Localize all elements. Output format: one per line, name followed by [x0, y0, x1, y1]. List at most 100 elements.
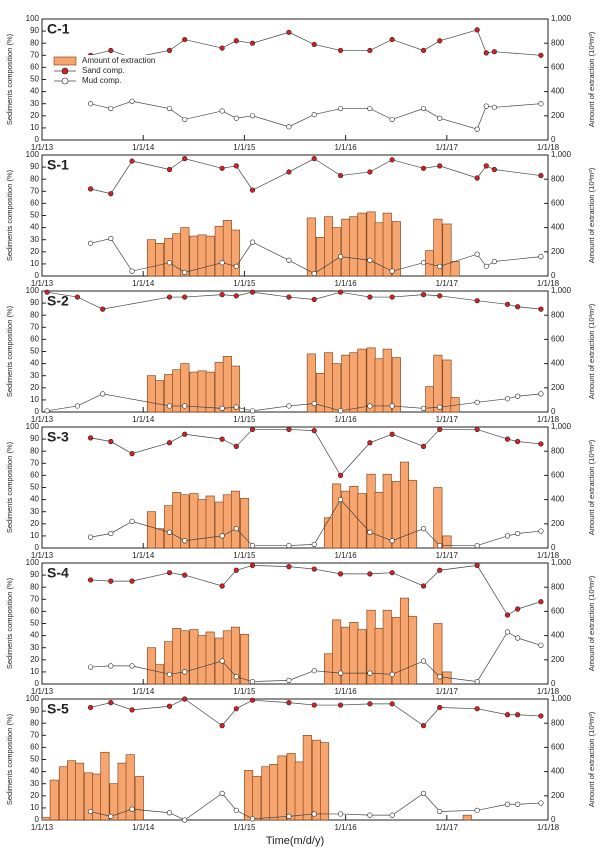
y-tick-label: 100	[26, 694, 40, 703]
y2-tick-label: 1,000	[551, 150, 572, 159]
mud-point	[437, 263, 443, 269]
y2-tick-label: 600	[551, 335, 565, 344]
y-tick-label: 30	[30, 643, 39, 652]
bar	[341, 354, 351, 413]
bar	[442, 535, 452, 549]
y2-tick-label: 1,000	[551, 694, 572, 703]
sand-point	[337, 472, 344, 479]
mud-point	[249, 113, 256, 119]
x-tick-label: 1/1/16	[334, 143, 357, 152]
x-tick-label: 1/1/18	[537, 551, 560, 560]
mud-point	[437, 404, 443, 410]
bar	[391, 221, 401, 277]
mud-point	[233, 526, 239, 532]
legend-label: Sand comp.	[82, 66, 125, 75]
x-tick-label: 1/1/14	[132, 687, 155, 696]
bar	[357, 629, 367, 685]
y2-axis-label: Amount of extraction (10³m³)	[587, 711, 596, 807]
panel-title: S-2	[47, 293, 69, 309]
mud-point	[420, 405, 427, 411]
sand-point	[233, 293, 239, 299]
panel-title: C-1	[47, 21, 70, 37]
y-tick-label: 90	[30, 298, 39, 307]
mud-point	[538, 528, 544, 534]
mud-point	[337, 408, 344, 414]
y-tick-label: 40	[30, 495, 39, 504]
sand-point	[504, 612, 511, 618]
y2-tick-label: 0	[551, 679, 556, 688]
sand-point	[311, 702, 317, 708]
y2-tick-label: 600	[551, 199, 565, 208]
x-tick-label: 1/1/13	[31, 279, 54, 288]
sand-point	[483, 163, 489, 169]
mud-point	[515, 801, 521, 807]
bar	[180, 227, 190, 277]
bar	[391, 357, 401, 413]
mud-point	[219, 658, 225, 664]
sand-point	[249, 187, 256, 193]
x-tick-label: 1/1/17	[436, 415, 459, 424]
legend-label: Amount of extraction	[82, 56, 155, 65]
y-tick-label: 10	[30, 531, 39, 540]
sand-point	[420, 443, 427, 449]
y-tick-label: 20	[30, 247, 39, 256]
sand-point	[219, 436, 225, 442]
sand-point	[87, 435, 94, 441]
sand-point	[515, 304, 521, 310]
bar	[324, 352, 334, 413]
sand-point	[166, 166, 173, 173]
mud-point	[437, 115, 443, 121]
sand-point	[389, 294, 395, 300]
mud-point	[538, 391, 544, 397]
mud-point	[504, 396, 511, 402]
sand-point	[286, 29, 292, 35]
bar	[172, 492, 182, 549]
bar	[197, 234, 207, 277]
mud-point	[249, 678, 256, 685]
y2-tick-label: 400	[551, 223, 565, 232]
sand-point	[420, 583, 427, 589]
sand-point	[420, 292, 427, 298]
bar	[382, 212, 392, 277]
sand-point	[474, 562, 480, 569]
mud-point	[420, 260, 427, 266]
y-tick-label: 70	[30, 458, 39, 467]
y-tick-label: 100	[26, 286, 40, 295]
mud-point	[474, 542, 480, 549]
y-tick-label: 70	[30, 186, 39, 195]
sand-point	[129, 707, 135, 713]
mud-point	[129, 268, 135, 274]
bar	[408, 479, 418, 549]
sand-point	[515, 438, 521, 445]
plot-frame	[41, 290, 549, 413]
mud-point	[389, 403, 395, 409]
bar	[306, 217, 316, 277]
y2-tick-label: 400	[551, 359, 565, 368]
bar	[341, 626, 351, 685]
sand-point	[389, 157, 395, 163]
sand-point	[437, 426, 443, 433]
bar	[357, 493, 367, 549]
sand-point	[538, 52, 544, 58]
mud-point	[389, 812, 395, 818]
y-tick-label: 20	[30, 519, 39, 528]
mud-point	[420, 526, 427, 532]
bar	[222, 630, 232, 685]
bar	[374, 222, 384, 277]
bar	[261, 766, 271, 821]
mud-point	[389, 538, 395, 544]
panel-title: S-5	[47, 701, 69, 717]
bar	[349, 621, 359, 685]
y2-tick-label: 200	[551, 111, 565, 120]
bar	[180, 363, 190, 413]
line	[47, 291, 541, 310]
x-tick-label: 1/1/13	[31, 415, 54, 424]
mud-point	[182, 538, 188, 544]
mud-point	[437, 808, 443, 815]
bar	[324, 216, 334, 277]
y-tick-label: 90	[30, 26, 39, 35]
bar	[205, 631, 215, 685]
sand-point	[337, 571, 344, 577]
sand-point	[100, 306, 106, 312]
